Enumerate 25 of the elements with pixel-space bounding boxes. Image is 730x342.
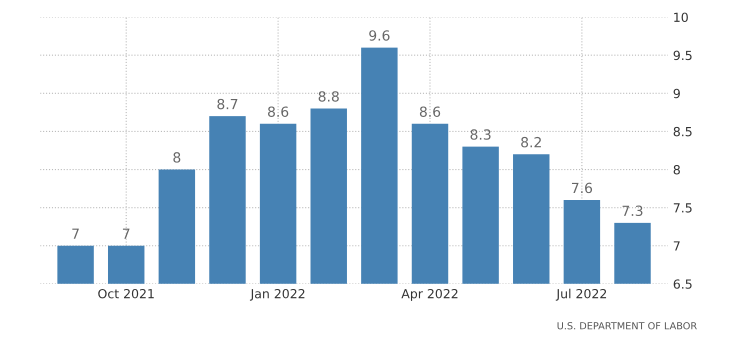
y-tick-label: 9.5 <box>674 50 692 60</box>
data-label: 8.3 <box>470 129 491 140</box>
data-label: 7.3 <box>622 206 642 216</box>
y-tick-label: 10 <box>674 12 688 22</box>
x-tick-label: Jan 2022 <box>250 288 304 301</box>
data-label: 8 <box>173 152 180 163</box>
y-tick-label: 9 <box>674 88 680 98</box>
y-tick-label: 7.5 <box>674 203 692 213</box>
data-label: 7 <box>122 228 130 239</box>
data-label: 9.6 <box>369 30 390 41</box>
x-tick-label: Jul 2022 <box>556 288 606 301</box>
y-tick-label: 7 <box>674 241 680 250</box>
data-label: 8.6 <box>268 106 288 117</box>
data-label: 8.2 <box>521 136 541 148</box>
x-tick-label: Oct 2021 <box>98 288 154 298</box>
y-tick-label: 6.5 <box>674 279 692 289</box>
data-label: 8.7 <box>217 98 238 110</box>
x-tick-label: Apr 2022 <box>401 288 458 301</box>
data-label: 8.8 <box>318 91 339 102</box>
text: U.S. DEPARTMENT OF LABOR <box>558 322 697 330</box>
y-tick-label: 8 <box>674 165 680 174</box>
data-label: 8.6 <box>420 106 440 117</box>
data-label: 7.6 <box>572 182 592 194</box>
y-tick-label: 8.5 <box>674 126 692 136</box>
data-label: 7 <box>72 228 79 239</box>
